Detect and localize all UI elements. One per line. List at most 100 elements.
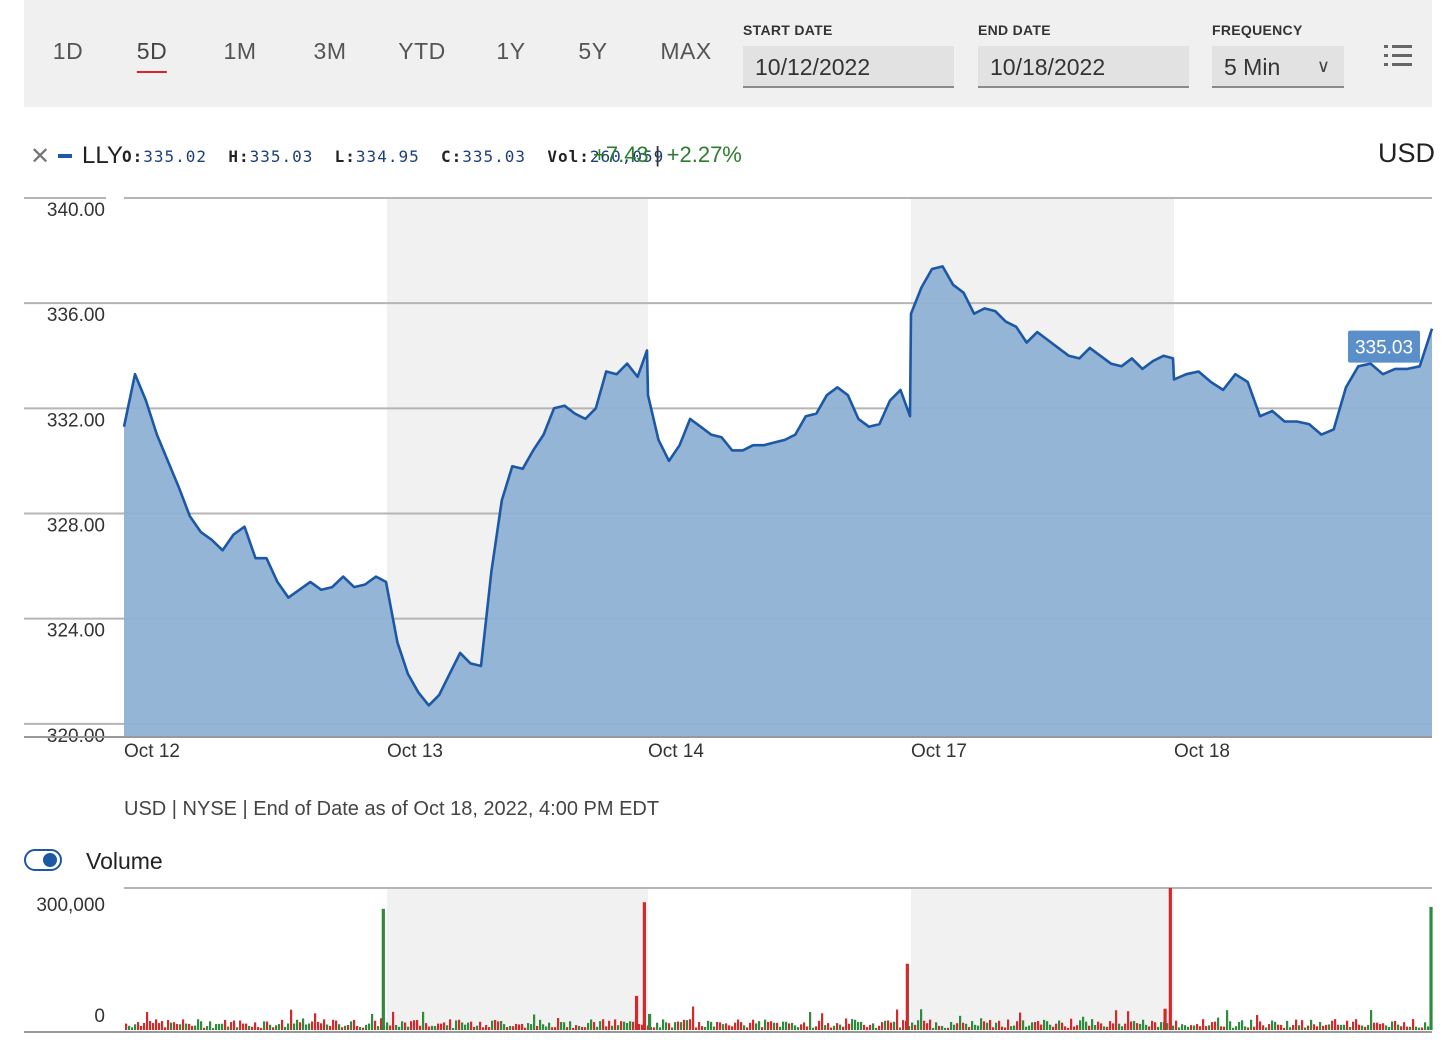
volume-bar [524, 1027, 527, 1030]
volume-bar [1364, 1026, 1367, 1030]
y-tick-label: 324.00 [47, 621, 105, 642]
volume-bar [1133, 1021, 1136, 1030]
start-date-input[interactable]: 10/12/2022 [743, 46, 954, 88]
y-tick-label: 336.00 [47, 305, 105, 326]
volume-bar [551, 1027, 554, 1030]
volume-bar [296, 1019, 299, 1030]
volume-bar [1001, 1026, 1004, 1030]
volume-bar [827, 1023, 830, 1030]
volume-toggle[interactable] [24, 849, 62, 871]
volume-bar [350, 1021, 353, 1030]
series-swatch [58, 154, 72, 158]
range-button-1m[interactable]: 1M [223, 38, 257, 64]
volume-bar [560, 1021, 563, 1030]
volume-bar [536, 1025, 539, 1030]
volume-bar [434, 1026, 437, 1030]
volume-bar [1358, 1024, 1361, 1030]
volume-bar [1421, 1027, 1424, 1030]
volume-bar [677, 1021, 680, 1030]
volume-bar [692, 1006, 695, 1030]
volume-bar [623, 1021, 626, 1030]
volume-bar [1211, 1022, 1214, 1030]
volume-bar [1175, 1020, 1178, 1030]
volume-bar [1130, 1021, 1133, 1030]
volume-bar [779, 1026, 782, 1030]
end-date-input[interactable]: 10/18/2022 [978, 46, 1189, 88]
price-line[interactable] [122, 265, 1434, 707]
x-tick-label: Oct 18 [1174, 741, 1230, 762]
volume-bar [362, 1027, 365, 1030]
volume-bar [494, 1019, 497, 1030]
volume-bar [179, 1024, 182, 1030]
volume-bar [272, 1027, 275, 1030]
volume-bar [299, 1022, 302, 1030]
price-chart[interactable]: 340.00336.00332.00328.00324.00320.00Oct … [0, 190, 1456, 770]
volume-bar [1382, 1023, 1385, 1030]
volume-bar [503, 1024, 506, 1030]
price-area [124, 266, 1432, 737]
volume-bar [302, 1018, 305, 1030]
volume-bar [152, 1023, 155, 1030]
range-button-3m[interactable]: 3M [313, 38, 347, 64]
volume-bar [230, 1022, 233, 1030]
volume-bar [455, 1020, 458, 1030]
volume-bar [1181, 1024, 1184, 1030]
volume-bar [1277, 1024, 1280, 1030]
volume-bar [1286, 1020, 1289, 1030]
volume-bar [668, 1023, 671, 1030]
volume-bar [1193, 1025, 1196, 1030]
range-button-max[interactable]: MAX [660, 38, 712, 64]
volume-bar [929, 1019, 932, 1030]
volume-bar [1295, 1019, 1298, 1030]
frequency-value: 5 Min [1224, 54, 1281, 80]
volume-bar [482, 1027, 485, 1030]
volume-bar [242, 1023, 245, 1030]
volume-bar [1265, 1027, 1268, 1030]
volume-bar [389, 1025, 392, 1030]
volume-bar [167, 1020, 170, 1030]
volume-bar [269, 1024, 272, 1030]
volume-spike [1429, 906, 1433, 1030]
volume-bar [1079, 1020, 1082, 1030]
volume-bar [419, 1025, 422, 1030]
y-tick-label: 332.00 [47, 410, 105, 431]
volume-bar [1199, 1026, 1202, 1030]
volume-bar [1064, 1026, 1067, 1030]
volume-bar [293, 1023, 296, 1030]
volume-bar [734, 1022, 737, 1030]
range-button-1d[interactable]: 1D [52, 38, 84, 64]
volume-bar [890, 1022, 893, 1030]
list-menu-icon[interactable] [1383, 43, 1413, 69]
volume-bar [1316, 1026, 1319, 1030]
x-tick-label: Oct 14 [648, 741, 704, 762]
range-button-5d[interactable]: 5D [136, 38, 168, 73]
range-button-5y[interactable]: 5Y [578, 38, 608, 64]
volume-bar [209, 1021, 212, 1030]
volume-bar [311, 1021, 314, 1030]
volume-bar [323, 1019, 326, 1030]
volume-bar [257, 1027, 260, 1030]
y-tick-label: 340.00 [47, 200, 105, 221]
volume-bar [608, 1020, 611, 1030]
volume-bar [926, 1023, 929, 1030]
close-icon[interactable]: ✕ [30, 143, 51, 170]
volume-bar [1187, 1026, 1190, 1030]
volume-bar [473, 1026, 476, 1030]
volume-bar [410, 1021, 413, 1030]
range-button-ytd[interactable]: YTD [398, 38, 446, 64]
volume-bar [998, 1020, 1001, 1030]
volume-bar [686, 1020, 689, 1030]
volume-bar [599, 1021, 602, 1030]
frequency-select[interactable]: 5 Min ∨ [1212, 46, 1344, 88]
range-button-1y[interactable]: 1Y [496, 38, 526, 64]
close-label: C: [440, 147, 463, 166]
volume-bar [1070, 1018, 1073, 1030]
last-price-badge: 335.03 [1348, 330, 1420, 363]
volume-bar [1205, 1026, 1208, 1030]
volume-bar [812, 1027, 815, 1030]
volume-bar [605, 1026, 608, 1030]
volume-bar [1124, 1023, 1127, 1030]
volume-bar [1271, 1020, 1274, 1030]
volume-bar [548, 1022, 551, 1030]
volume-bar [833, 1025, 836, 1030]
